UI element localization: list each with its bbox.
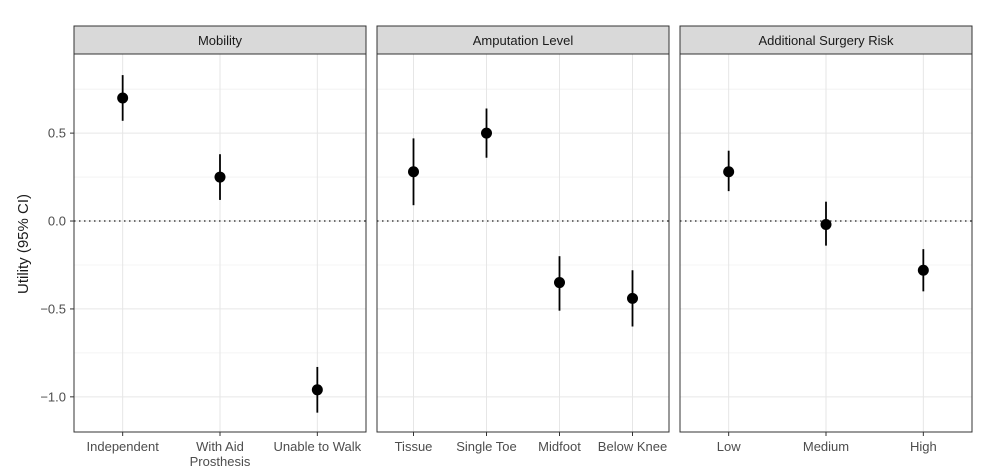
x-tick-label: Medium: [803, 439, 849, 454]
data-point: [408, 166, 419, 178]
data-point: [820, 219, 832, 231]
x-tick-label: Tissue: [395, 439, 433, 454]
x-tick-label: With Aid Prosthesis: [190, 439, 251, 469]
panel-3: Additional Surgery Risk Low Medium High: [679, 25, 973, 454]
data-point: [627, 292, 638, 304]
x-tick-label: Independent: [87, 439, 160, 454]
panel-border: [679, 53, 973, 433]
x-tick-label: Single Toe: [456, 439, 516, 454]
data-point: [481, 127, 492, 139]
data-point: [917, 264, 929, 276]
data-point: [117, 92, 129, 104]
panel-strip: [376, 25, 670, 55]
panel-strip: [73, 25, 367, 55]
x-tick-label: Unable to Walk: [273, 439, 361, 454]
panel-border: [73, 53, 367, 433]
panel-title: Mobility: [198, 33, 243, 48]
data-point: [554, 277, 565, 289]
panel-title: Amputation Level: [473, 33, 574, 48]
y-axis-title: Utility (95% CI): [15, 194, 32, 294]
panel-background: [377, 54, 669, 432]
y-tick-label: −0.5: [40, 301, 66, 316]
x-tick-label: Low: [717, 439, 741, 454]
data-point: [214, 171, 226, 183]
panel-2: Amputation Level Tissue Single Toe Midfoot B…: [376, 25, 670, 454]
data-point: [311, 384, 323, 396]
x-tick-label: High: [910, 439, 937, 454]
y-tick-label: 0.0: [48, 214, 66, 229]
x-tick-label: Midfoot: [538, 439, 581, 454]
panel-title: Additional Surgery Risk: [758, 33, 894, 48]
x-tick-label: Below Knee: [598, 439, 667, 454]
panel-1: Mobility Independent With Aid Prosthesis Una…: [73, 25, 367, 469]
y-tick-label: 0.5: [48, 126, 66, 141]
panel-border: [376, 53, 670, 433]
y-axis: −1.0 −0.5 0.0 0.5: [40, 126, 74, 404]
data-point: [723, 166, 735, 178]
facet-panels: Mobility Independent With Aid Prosthesis Una…: [73, 25, 973, 469]
y-tick-label: −1.0: [40, 389, 66, 404]
